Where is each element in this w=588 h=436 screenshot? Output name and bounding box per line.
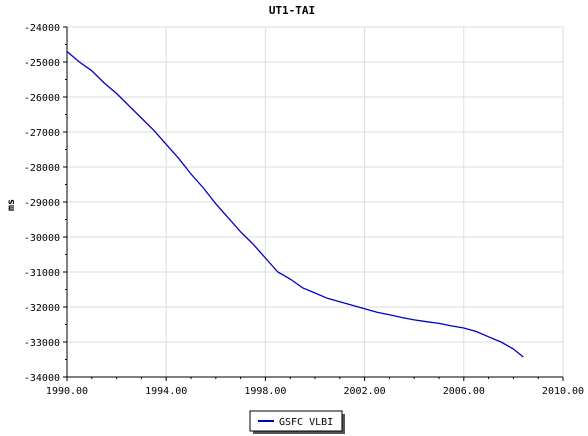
x-tick-label: 2010.00 — [542, 386, 584, 397]
y-tick-label: -25000 — [24, 58, 60, 69]
chart-title: UT1-TAI — [269, 4, 315, 17]
y-tick-label: -26000 — [24, 93, 60, 104]
y-tick-label: -29000 — [24, 198, 60, 209]
y-tick-label: -32000 — [24, 303, 60, 314]
x-tick-label: 1994.00 — [145, 386, 187, 397]
legend-label: GSFC VLBI — [279, 417, 333, 428]
y-tick-label: -31000 — [24, 268, 60, 279]
y-tick-label: -27000 — [24, 128, 60, 139]
ticks: 1990.00 1994.00 1998.00 2002.00 2006.00 2010.… — [24, 23, 584, 397]
x-tick-label: 1990.00 — [46, 386, 88, 397]
y-axis-label: ms — [6, 199, 17, 211]
x-tick-label: 1998.00 — [244, 386, 286, 397]
y-tick-label: -24000 — [24, 23, 60, 34]
y-tick-label: -28000 — [24, 163, 60, 174]
grid — [66, 26, 564, 378]
legend: GSFC VLBI — [249, 410, 345, 434]
x-tick-label: 2006.00 — [443, 386, 485, 397]
y-tick-label: -30000 — [24, 233, 60, 244]
legend-box — [249, 410, 343, 432]
series-line — [66, 51, 524, 358]
y-tick-label: -34000 — [24, 373, 60, 384]
y-tick-label: -33000 — [24, 338, 60, 349]
x-tick-label: 2002.00 — [344, 386, 386, 397]
